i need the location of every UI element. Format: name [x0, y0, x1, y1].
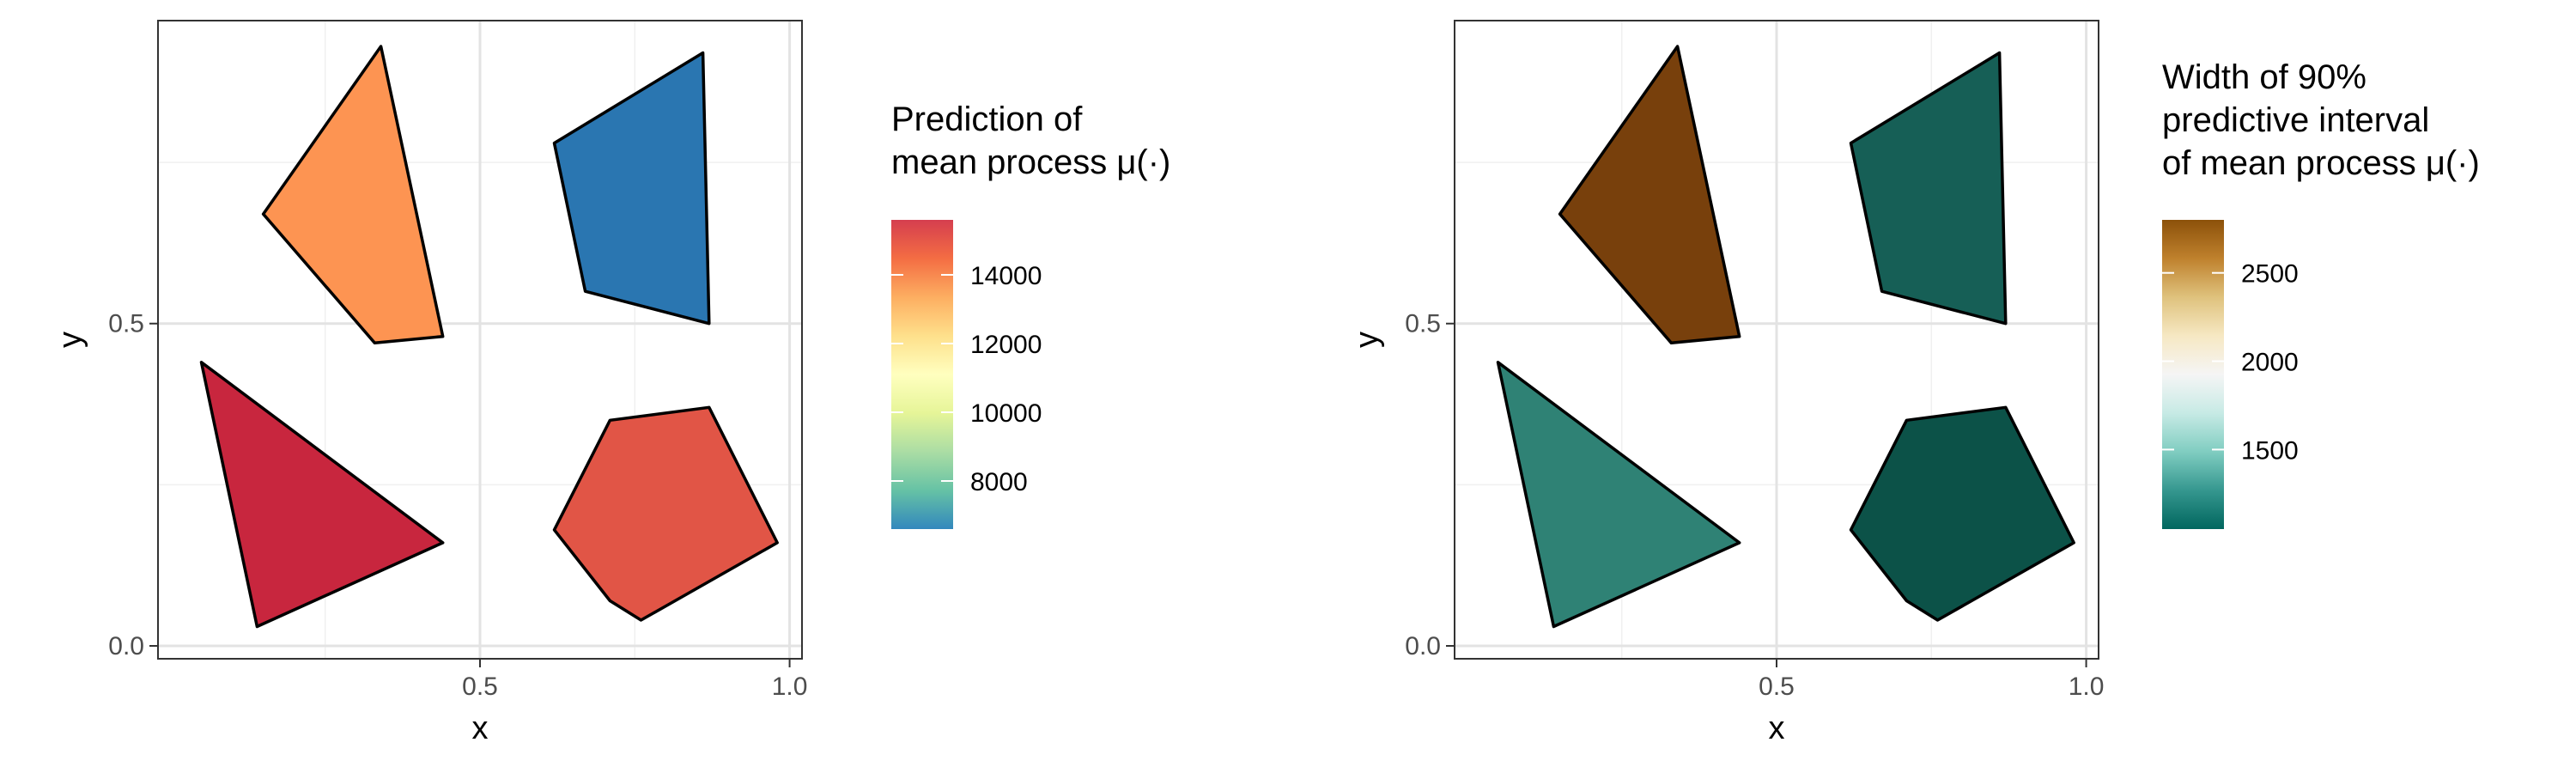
legend-title-line: Prediction of: [891, 100, 1083, 138]
colorbar-tick-label: 12000: [970, 331, 1042, 359]
x-tick-label: 0.5: [462, 673, 498, 701]
legend-title-line: predictive interval: [2162, 101, 2429, 139]
y-axis-title: y: [1349, 332, 1385, 348]
polygon-upper-left: [261, 45, 445, 345]
colorbar-tick-label: 2000: [2241, 349, 2299, 377]
x-tick-label: 0.5: [1759, 673, 1795, 701]
colorbar-tick-label: 2500: [2241, 260, 2299, 289]
x-tick-label: 1.0: [2069, 673, 2105, 701]
y-tick-label: 0.5: [1405, 310, 1441, 338]
polygon-upper-right: [552, 51, 711, 326]
y-axis-title: y: [52, 332, 88, 348]
polygon-lower-left: [1496, 361, 1741, 629]
legend-title-line: of mean process μ(·): [2162, 144, 2480, 182]
x-tick-label: 1.0: [772, 673, 808, 701]
colorbar: [891, 220, 953, 529]
colorbar-tick-label: 8000: [970, 468, 1028, 496]
x-axis-title: x: [1769, 710, 1785, 746]
legend-title-line: mean process μ(·): [891, 143, 1170, 181]
polygon-lower-left: [199, 361, 445, 629]
chart-panel-2: 0.5 1.0 0.0 0.5 x y Width of 90% predictive int…: [1349, 20, 2480, 746]
polygon-lower-right: [1849, 405, 2075, 622]
color-legend: Width of 90% predictive interval of mean p…: [2162, 58, 2480, 529]
x-axis-title: x: [472, 710, 489, 746]
chart-panel-1: 0.5 1.0 0.0 0.5 x y Prediction of mean process …: [52, 20, 1170, 746]
polygon-upper-left: [1558, 45, 1741, 345]
colorbar-tick-label: 10000: [970, 399, 1042, 428]
polygon-upper-right: [1849, 51, 2008, 326]
legend-title-line: Width of 90%: [2162, 58, 2366, 96]
colorbar-tick-label: 1500: [2241, 436, 2299, 465]
colorbar: [2162, 220, 2224, 529]
y-tick-label: 0.0: [1405, 632, 1441, 660]
y-tick-label: 0.5: [108, 310, 144, 338]
colorbar-tick-label: 14000: [970, 262, 1042, 290]
y-tick-label: 0.0: [108, 632, 144, 660]
color-legend: Prediction of mean process μ(·) 14000 12000…: [891, 100, 1170, 529]
polygon-lower-right: [552, 405, 779, 622]
